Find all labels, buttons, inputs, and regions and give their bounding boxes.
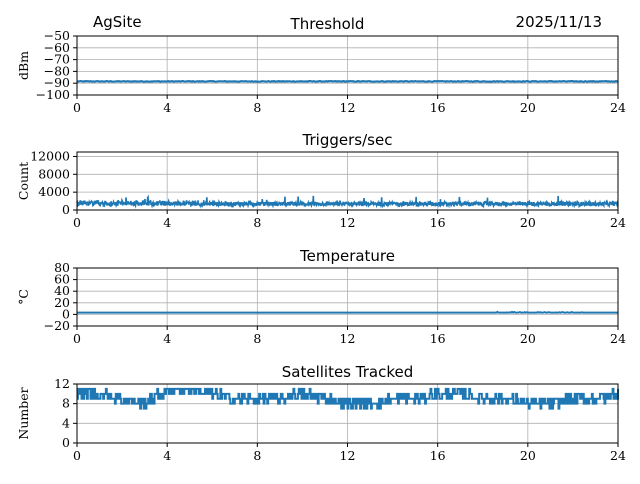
threshold-ylabel: dBm <box>16 51 31 80</box>
satellites-ytick-label-3: 0 <box>62 435 70 450</box>
satellites-title: Satellites Tracked <box>282 363 413 381</box>
satellites-ylabel: Number <box>16 387 31 439</box>
triggers-ytick-label-3: 0 <box>62 202 70 217</box>
threshold-ytick-label-3: −80 <box>44 63 70 78</box>
temperature-ytick-label-3: 20 <box>54 295 70 310</box>
triggers-xtick-label-1: 4 <box>163 215 171 230</box>
site-name: AgSite <box>93 13 142 31</box>
threshold-title: Threshold <box>290 15 365 33</box>
temperature-ytick-label-0: 80 <box>54 260 70 275</box>
temperature-series-line <box>77 310 618 314</box>
satellites-xtick-label-2: 8 <box>253 448 261 463</box>
triggers-ylabel: Count <box>16 162 31 200</box>
satellites-xtick-label-6: 24 <box>610 448 626 463</box>
satellites-xtick-label-1: 4 <box>163 448 171 463</box>
satellites-ytick-label-0: 12 <box>54 376 70 391</box>
triggers-title: Triggers/sec <box>302 131 393 149</box>
satellites-xtick-label-5: 20 <box>520 448 536 463</box>
temperature-xtick-label-3: 12 <box>340 331 356 346</box>
threshold-xtick-label-4: 16 <box>430 100 446 115</box>
threshold-ytick-label-5: −100 <box>36 87 70 102</box>
triggers-series-line <box>76 194 619 209</box>
temperature-ytick-label-5: −20 <box>44 318 70 333</box>
threshold-xtick-label-3: 12 <box>340 100 356 115</box>
threshold-xtick-label-0: 0 <box>73 100 81 115</box>
report-date: 2025/11/13 <box>515 13 602 31</box>
triggers-xtick-label-6: 24 <box>610 215 626 230</box>
satellites-xtick-label-0: 0 <box>73 448 81 463</box>
triggers-xtick-label-0: 0 <box>73 215 81 230</box>
temperature-xtick-label-0: 0 <box>73 331 81 346</box>
threshold-ytick-label-2: −70 <box>44 52 70 67</box>
satellites-ytick-label-2: 4 <box>62 415 70 430</box>
triggers-ytick-label-1: 8000 <box>38 166 70 181</box>
threshold-xtick-label-1: 4 <box>163 100 171 115</box>
triggers-xtick-label-4: 16 <box>430 215 446 230</box>
temperature-title: Temperature <box>299 247 395 265</box>
satellites-xtick-label-3: 12 <box>340 448 356 463</box>
threshold-ytick-label-1: −60 <box>44 40 70 55</box>
threshold-ytick-label-4: −90 <box>44 75 70 90</box>
triggers-xtick-label-5: 20 <box>520 215 536 230</box>
temperature-xtick-label-4: 16 <box>430 331 446 346</box>
triggers-xtick-label-2: 8 <box>253 215 261 230</box>
temperature-ytick-label-2: 40 <box>54 283 70 298</box>
temperature-xtick-label-5: 20 <box>520 331 536 346</box>
satellites-xtick-label-4: 16 <box>430 448 446 463</box>
threshold-xtick-label-5: 20 <box>520 100 536 115</box>
satellites-ytick-label-1: 8 <box>62 396 70 411</box>
temperature-ytick-label-4: 0 <box>62 306 70 321</box>
temperature-xtick-label-6: 24 <box>610 331 626 346</box>
temperature-ytick-label-1: 60 <box>54 272 70 287</box>
threshold-xtick-label-2: 8 <box>253 100 261 115</box>
triggers-xtick-label-3: 12 <box>340 215 356 230</box>
temperature-xtick-label-1: 4 <box>163 331 171 346</box>
temperature-xtick-label-2: 8 <box>253 331 261 346</box>
threshold-xtick-label-6: 24 <box>610 100 626 115</box>
threshold-ytick-label-0: −50 <box>44 28 70 43</box>
triggers-ytick-label-0: 12000 <box>30 148 70 163</box>
triggers-ytick-label-2: 4000 <box>38 184 70 199</box>
threshold-series-line <box>76 79 619 83</box>
satellites-series-line <box>76 387 619 410</box>
temperature-ylabel: °C <box>16 289 31 305</box>
